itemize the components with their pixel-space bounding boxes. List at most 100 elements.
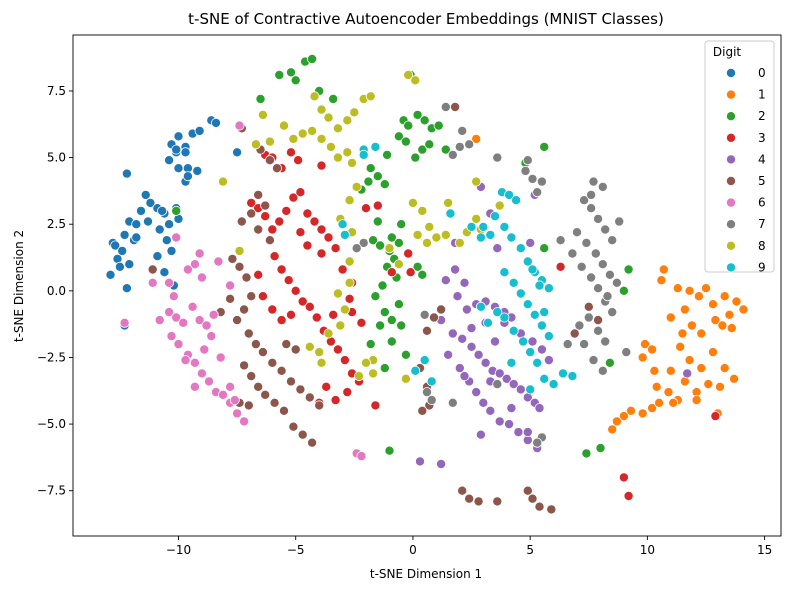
- point-digit-1: [665, 312, 676, 323]
- point-digit-3: [323, 232, 334, 243]
- point-digit-5: [295, 384, 306, 395]
- point-digit-4: [534, 403, 545, 414]
- point-digit-2: [375, 320, 386, 331]
- point-digit-9: [527, 264, 538, 275]
- point-digit-6: [196, 368, 207, 379]
- point-digit-1: [731, 296, 742, 307]
- point-digit-5: [464, 493, 475, 504]
- point-digit-1: [715, 381, 726, 392]
- point-digit-1: [618, 411, 629, 422]
- point-digit-0: [194, 125, 205, 136]
- point-digit-7: [586, 272, 597, 283]
- point-digit-1: [724, 309, 735, 320]
- point-digit-1: [729, 373, 740, 384]
- point-digit-0: [161, 235, 172, 246]
- point-digit-2: [539, 141, 550, 152]
- legend-marker-0: [726, 68, 737, 79]
- point-digit-4: [508, 379, 519, 390]
- point-digit-3: [332, 344, 343, 355]
- point-digit-8: [351, 181, 362, 192]
- point-digit-8: [257, 109, 268, 120]
- point-digit-7: [579, 339, 590, 350]
- point-digit-9: [534, 280, 545, 291]
- point-digit-9: [445, 208, 456, 219]
- point-digit-5: [285, 376, 296, 387]
- point-digit-2: [365, 163, 376, 174]
- point-digit-0: [140, 189, 151, 200]
- point-digit-8: [344, 195, 355, 206]
- point-digit-3: [328, 309, 339, 320]
- point-digit-3: [339, 355, 350, 366]
- point-digit-1: [637, 352, 648, 363]
- point-digit-0: [142, 216, 153, 227]
- point-digit-4: [466, 323, 477, 334]
- point-digit-4: [459, 371, 470, 382]
- point-digit-9: [466, 221, 477, 232]
- point-digit-9: [536, 320, 547, 331]
- point-digit-2: [623, 264, 634, 275]
- point-digit-0: [110, 240, 121, 251]
- point-digit-8: [454, 237, 465, 248]
- point-digit-2: [410, 152, 421, 163]
- point-digit-8: [417, 205, 428, 216]
- point-digit-5: [225, 293, 236, 304]
- point-digit-1: [656, 275, 667, 286]
- point-digit-7: [593, 283, 604, 294]
- point-digit-7: [600, 336, 611, 347]
- point-digit-1: [647, 344, 658, 355]
- point-digit-5: [147, 264, 158, 275]
- point-digit-6: [164, 307, 175, 318]
- point-digit-6: [180, 355, 191, 366]
- x-axis-ticks: −10 −5 0 5 10 15: [166, 536, 772, 557]
- point-digit-1: [675, 341, 686, 352]
- point-digit-8: [309, 91, 320, 102]
- point-digit-2: [379, 307, 390, 318]
- point-digit-9: [567, 371, 578, 382]
- point-digit-8: [368, 368, 379, 379]
- point-digit-5: [264, 235, 275, 246]
- point-digit-9: [475, 301, 486, 312]
- point-digit-6: [203, 376, 214, 387]
- y-tick-label: 7.5: [47, 84, 66, 98]
- point-digit-9: [410, 365, 421, 376]
- point-digit-7: [351, 243, 362, 254]
- point-digit-0: [182, 171, 193, 182]
- point-digit-9: [522, 256, 533, 267]
- point-digit-6: [194, 315, 205, 326]
- point-digit-1: [717, 320, 728, 331]
- point-digit-2: [372, 171, 383, 182]
- point-digit-5: [290, 344, 301, 355]
- point-digit-0: [166, 245, 177, 256]
- point-digit-3: [710, 411, 721, 422]
- point-digit-7: [588, 355, 599, 366]
- point-digit-5: [278, 405, 289, 416]
- point-digit-2: [285, 67, 296, 78]
- point-digit-2: [419, 115, 430, 126]
- point-digit-7: [597, 365, 608, 376]
- legend-label-3: 3: [758, 131, 766, 145]
- point-digit-1: [663, 387, 674, 398]
- x-tick-label: −10: [166, 543, 191, 557]
- point-digit-1: [686, 320, 697, 331]
- point-digit-0: [131, 232, 142, 243]
- point-digit-7: [421, 387, 432, 398]
- point-digit-3: [276, 315, 287, 326]
- point-digit-0: [105, 269, 116, 280]
- point-digit-2: [382, 149, 393, 160]
- point-digit-3: [372, 200, 383, 211]
- legend-label-4: 4: [758, 152, 766, 166]
- point-digit-8: [332, 152, 343, 163]
- point-digit-2: [372, 216, 383, 227]
- point-digit-1: [607, 424, 618, 435]
- point-digit-3: [269, 251, 280, 262]
- point-digit-8: [304, 341, 315, 352]
- legend-label-8: 8: [758, 239, 766, 253]
- point-digit-1: [738, 304, 749, 315]
- point-digit-5: [307, 437, 318, 448]
- point-digit-4: [494, 416, 505, 427]
- point-digit-4: [459, 277, 470, 288]
- point-digit-4: [504, 419, 515, 430]
- point-digit-9: [419, 355, 430, 366]
- point-digit-5: [421, 325, 432, 336]
- point-digit-6: [213, 256, 224, 267]
